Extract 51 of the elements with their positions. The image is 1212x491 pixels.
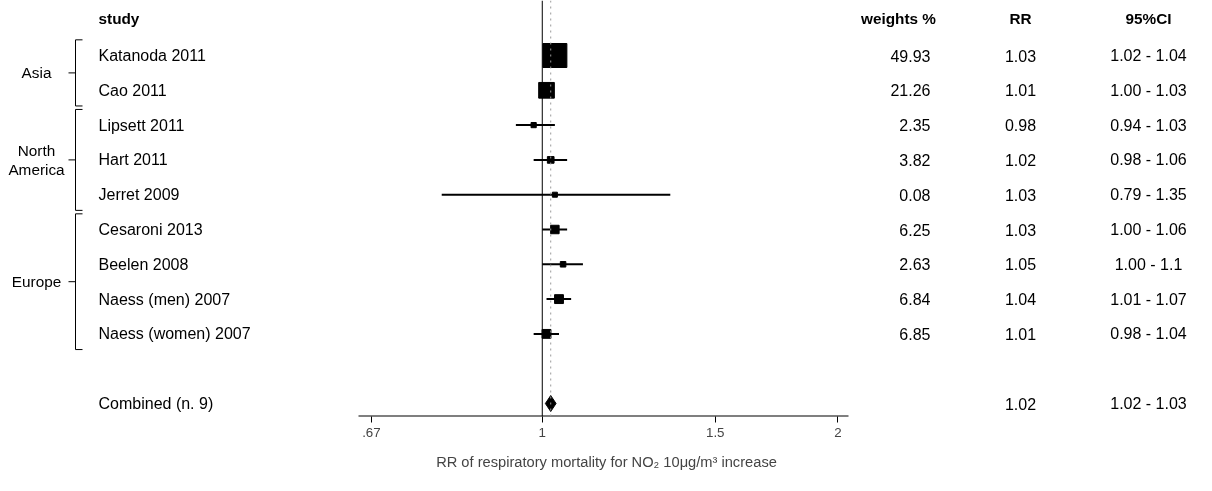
data-label: 1.02 bbox=[1004, 151, 1037, 169]
y-tick-label: Lipsett 2011 bbox=[98, 116, 185, 134]
text: 1.00 - 1.03 bbox=[1110, 81, 1187, 99]
text: 0.98 - 1.04 bbox=[1110, 325, 1187, 343]
text: 1.02 - 1.04 bbox=[1110, 47, 1187, 64]
text: 49.93 bbox=[890, 47, 931, 65]
text: 6.85 bbox=[899, 325, 931, 343]
x-tick-label: 1.5 bbox=[705, 424, 725, 440]
text: weights % bbox=[860, 10, 937, 27]
y-tick-label: Cesaroni 2013 bbox=[98, 221, 203, 238]
data-label: 1.04 bbox=[1004, 291, 1037, 309]
text: Asia bbox=[21, 64, 52, 82]
y-tick-label: Hart 2011 bbox=[98, 151, 168, 169]
data-label: 1.03 bbox=[1004, 47, 1037, 65]
y-tick-label: Combined (n. 9) bbox=[98, 395, 214, 412]
data-label: 1.03 bbox=[1004, 186, 1037, 204]
data-label: 0.98 bbox=[1004, 117, 1037, 135]
y-tick-label: Beelen 2008 bbox=[98, 255, 189, 273]
data-label: 1.01 bbox=[1004, 82, 1037, 100]
y-tick-label: Naess (men) 2007 bbox=[98, 290, 231, 308]
text: 1.00 - 1.1 bbox=[1114, 255, 1183, 273]
data-label: 1.05 bbox=[1004, 256, 1037, 274]
x-tick-label: .67 bbox=[362, 424, 381, 440]
x-axis-title: RR of respiratory mortality for NO₂ 10μg/m³ increase bbox=[436, 453, 777, 470]
text: 2.63 bbox=[899, 256, 931, 274]
text: 0.94 - 1.03 bbox=[1110, 116, 1187, 134]
y-tick-label: Katanoda 2011 bbox=[98, 47, 206, 64]
x-tick-label: 2 bbox=[834, 424, 842, 440]
text: Europe bbox=[11, 273, 62, 291]
text: 21.26 bbox=[890, 82, 931, 100]
text: 1.02 - 1.03 bbox=[1110, 395, 1187, 412]
text: 0.08 bbox=[899, 186, 931, 204]
y-tick-label: Cao 2011 bbox=[98, 81, 167, 99]
text: 6.25 bbox=[899, 221, 931, 239]
text: 0.79 - 1.35 bbox=[1110, 186, 1187, 204]
data-label: 1.03 bbox=[1004, 221, 1037, 239]
text: 6.84 bbox=[899, 291, 931, 309]
text: 1.02 bbox=[1004, 395, 1037, 413]
text: 0.98 - 1.06 bbox=[1110, 151, 1187, 169]
x-tick-label: 1 bbox=[538, 424, 546, 440]
data-label: 1.01 bbox=[1004, 325, 1037, 343]
text: 1.01 - 1.07 bbox=[1110, 290, 1187, 308]
text: 1.00 - 1.06 bbox=[1110, 221, 1187, 238]
text: 2.35 bbox=[899, 117, 931, 135]
text: 95%CI bbox=[1125, 10, 1172, 27]
text: North America bbox=[8, 142, 66, 178]
y-tick-label: Jerret 2009 bbox=[98, 186, 180, 204]
text: study bbox=[98, 10, 140, 27]
text: RR bbox=[1009, 10, 1032, 27]
y-tick-label: Naess (women) 2007 bbox=[98, 325, 251, 343]
text: 3.82 bbox=[899, 151, 931, 169]
